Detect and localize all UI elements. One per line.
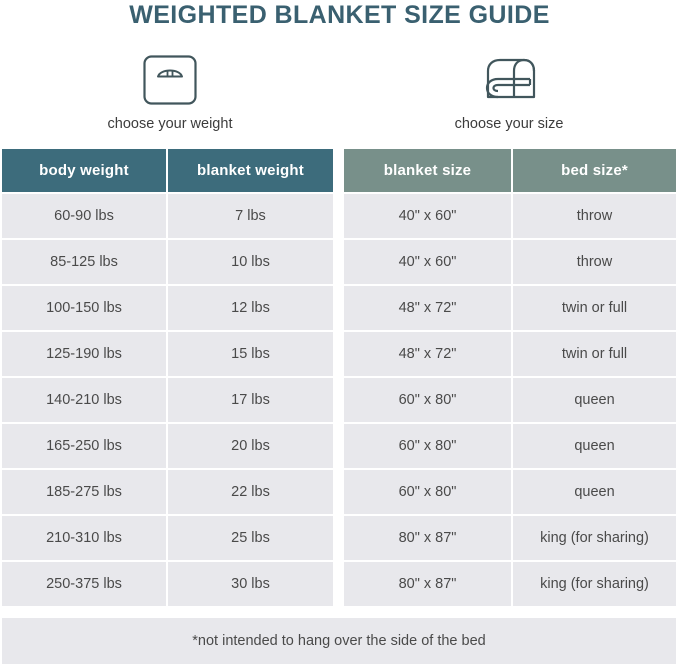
table-cell: 48" x 72" bbox=[344, 286, 511, 330]
table-row: 40" x 60" throw bbox=[344, 240, 676, 284]
size-section-caption: choose your size bbox=[454, 116, 564, 132]
weight-section: choose your weight bbox=[0, 52, 340, 134]
table-row: 140-210 lbs 17 lbs bbox=[2, 378, 333, 422]
page-title: WEIGHTED BLANKET SIZE GUIDE bbox=[129, 1, 550, 29]
table-cell: 85-125 lbs bbox=[2, 240, 166, 284]
weight-table-header-blanket-weight: blanket weight bbox=[168, 149, 333, 192]
table-cell: 185-275 lbs bbox=[2, 470, 166, 514]
table-cell: 15 lbs bbox=[168, 332, 333, 376]
weight-section-caption: choose your weight bbox=[107, 116, 233, 132]
table-cell: 80" x 87" bbox=[344, 516, 511, 560]
table-cell: 80" x 87" bbox=[344, 562, 511, 606]
table-cell: 60" x 80" bbox=[344, 424, 511, 468]
table-row: 48" x 72" twin or full bbox=[344, 286, 676, 330]
table-cell: queen bbox=[513, 378, 676, 422]
table-row: 60" x 80" queen bbox=[344, 470, 676, 514]
table-row: 85-125 lbs 10 lbs bbox=[2, 240, 333, 284]
footnote: *not intended to hang over the side of t… bbox=[2, 618, 676, 664]
bathroom-scale-icon bbox=[0, 52, 340, 108]
table-cell: 40" x 60" bbox=[344, 240, 511, 284]
table-cell: queen bbox=[513, 470, 676, 514]
size-table-header-blanket-size: blanket size bbox=[344, 149, 511, 192]
table-cell: 40" x 60" bbox=[344, 194, 511, 238]
table-cell: 165-250 lbs bbox=[2, 424, 166, 468]
table-row: 60" x 80" queen bbox=[344, 378, 676, 422]
weight-table-header-body-weight: body weight bbox=[2, 149, 166, 192]
table-row: 125-190 lbs 15 lbs bbox=[2, 332, 333, 376]
table-cell: 10 lbs bbox=[168, 240, 333, 284]
size-table: blanket size bed size* 40" x 60" throw 4… bbox=[344, 149, 676, 606]
table-cell: twin or full bbox=[513, 286, 676, 330]
table-row: 100-150 lbs 12 lbs bbox=[2, 286, 333, 330]
size-table-header-bed-size: bed size* bbox=[513, 149, 676, 192]
table-row: 40" x 60" throw bbox=[344, 194, 676, 238]
table-row: 60" x 80" queen bbox=[344, 424, 676, 468]
table-cell: throw bbox=[513, 194, 676, 238]
table-row: 48" x 72" twin or full bbox=[344, 332, 676, 376]
table-cell: twin or full bbox=[513, 332, 676, 376]
table-cell: 60-90 lbs bbox=[2, 194, 166, 238]
table-cell: 25 lbs bbox=[168, 516, 333, 560]
table-row: 210-310 lbs 25 lbs bbox=[2, 516, 333, 560]
table-cell: queen bbox=[513, 424, 676, 468]
icon-caption-row: choose your weight choose your size bbox=[0, 52, 679, 144]
table-cell: throw bbox=[513, 240, 676, 284]
table-cell: 60" x 80" bbox=[344, 378, 511, 422]
table-cell: 250-375 lbs bbox=[2, 562, 166, 606]
table-cell: 125-190 lbs bbox=[2, 332, 166, 376]
table-cell: 48" x 72" bbox=[344, 332, 511, 376]
table-cell: 7 lbs bbox=[168, 194, 333, 238]
size-table-header-row: blanket size bed size* bbox=[344, 149, 676, 192]
table-cell: king (for sharing) bbox=[513, 516, 676, 560]
table-row: 250-375 lbs 30 lbs bbox=[2, 562, 333, 606]
table-cell: king (for sharing) bbox=[513, 562, 676, 606]
table-row: 80" x 87" king (for sharing) bbox=[344, 516, 676, 560]
table-cell: 140-210 lbs bbox=[2, 378, 166, 422]
size-section: choose your size bbox=[339, 52, 679, 134]
folded-blanket-icon bbox=[339, 52, 679, 108]
table-row: 80" x 87" king (for sharing) bbox=[344, 562, 676, 606]
table-row: 165-250 lbs 20 lbs bbox=[2, 424, 333, 468]
table-cell: 30 lbs bbox=[168, 562, 333, 606]
table-cell: 12 lbs bbox=[168, 286, 333, 330]
table-cell: 20 lbs bbox=[168, 424, 333, 468]
table-cell: 210-310 lbs bbox=[2, 516, 166, 560]
table-row: 60-90 lbs 7 lbs bbox=[2, 194, 333, 238]
table-cell: 100-150 lbs bbox=[2, 286, 166, 330]
table-cell: 22 lbs bbox=[168, 470, 333, 514]
weight-table-header-row: body weight blanket weight bbox=[2, 149, 333, 192]
table-cell: 17 lbs bbox=[168, 378, 333, 422]
table-cell: 60" x 80" bbox=[344, 470, 511, 514]
table-row: 185-275 lbs 22 lbs bbox=[2, 470, 333, 514]
weight-table: body weight blanket weight 60-90 lbs 7 l… bbox=[2, 149, 333, 606]
